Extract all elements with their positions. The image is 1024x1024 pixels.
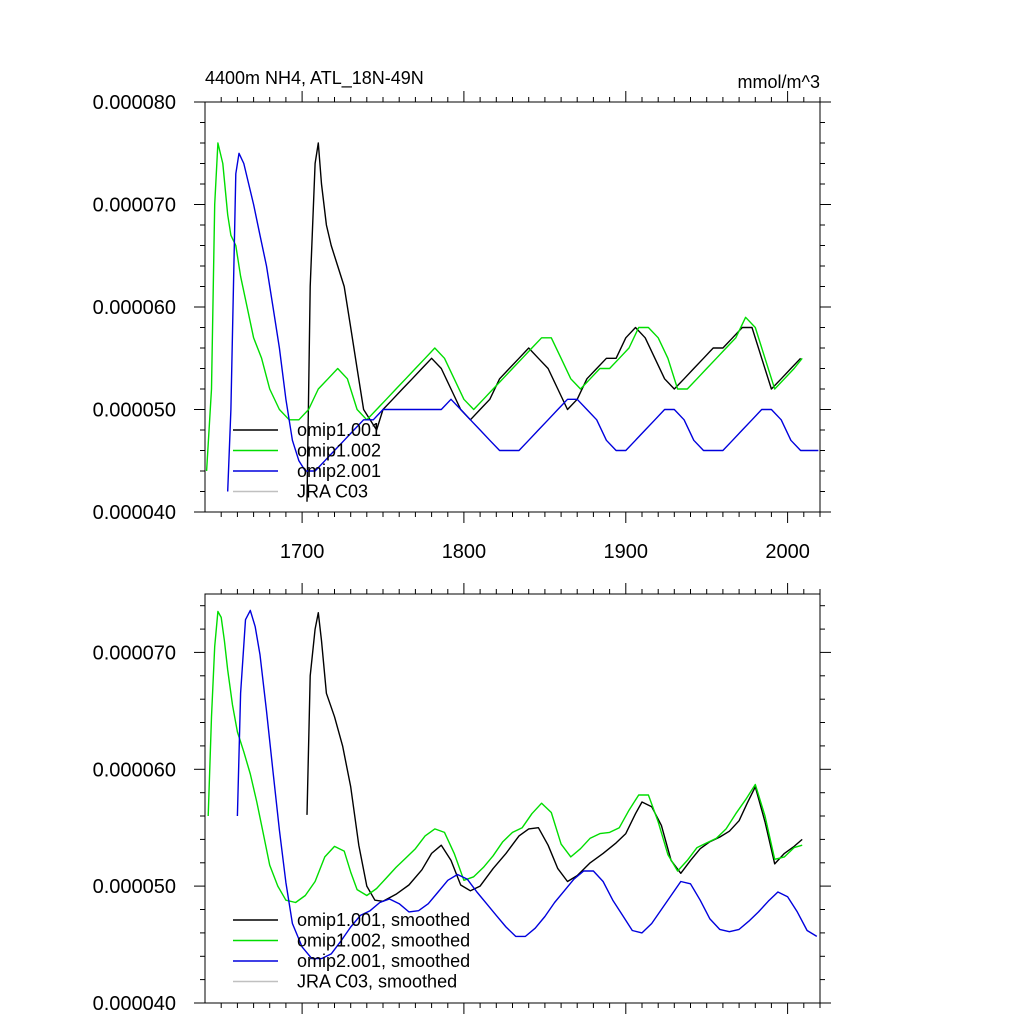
top-x-tick-label: 1900 (604, 541, 649, 563)
top-plot-frame (204, 101, 821, 513)
top-series-layer (205, 142, 819, 502)
top-legend-label-omip1-001: omip1.001 (297, 420, 381, 440)
top-chart-panel: 4400m NH4, ATL_18N-49N mmol/m^3 0.000040… (93, 68, 831, 563)
bottom-legend-label-omip2-001-smoothed: omip2.001, smoothed (297, 951, 470, 971)
bottom-series-line-omip1-001-smoothed (306, 612, 803, 902)
top-legend-label-jra-c03: JRA C03 (297, 482, 368, 502)
top-y-tick-label: 0.000050 (93, 400, 176, 422)
bottom-x-axis (220, 583, 821, 1014)
bottom-y-tick-label: 0.000060 (93, 759, 176, 781)
bottom-series-line-omip2-001-smoothed (236, 609, 818, 960)
bottom-series-layer (207, 609, 818, 960)
top-legend-label-omip1-002: omip1.002 (297, 441, 381, 461)
top-chart-units: mmol/m^3 (738, 72, 820, 92)
top-y-tick-label: 0.000080 (93, 92, 176, 114)
bottom-y-axis: 0.000040 0.000050 0.000060 0.000070 (93, 605, 831, 1015)
bottom-legend-label-omip1-001-smoothed: omip1.001, smoothed (297, 910, 470, 930)
bottom-legend-label-omip1-002-smoothed: omip1.002, smoothed (297, 931, 470, 951)
top-series-line-omip1-002 (205, 142, 803, 472)
top-chart-title: 4400m NH4, ATL_18N-49N (205, 68, 424, 89)
top-legend-label-omip2-001: omip2.001 (297, 461, 381, 481)
top-x-tick-label: 1800 (442, 541, 487, 563)
top-y-tick-label: 0.000040 (93, 502, 176, 524)
top-y-tick-label: 0.000060 (93, 297, 176, 319)
bottom-y-tick-label: 0.000070 (93, 642, 176, 664)
bottom-y-tick-label: 0.000050 (93, 876, 176, 898)
top-y-tick-label: 0.000070 (93, 195, 176, 217)
top-y-axis: 0.000040 0.000050 0.000060 0.000070 0.000080 (93, 92, 831, 524)
bottom-chart-panel: 0.000040 0.000050 0.000060 0.000070 omip1.0… (93, 583, 831, 1015)
top-x-tick-label: 1700 (280, 541, 325, 563)
top-x-tick-label: 2000 (765, 541, 810, 563)
top-series-line-omip1-001 (306, 142, 802, 502)
top-x-axis: 1700 1800 1900 2000 (220, 91, 821, 563)
bottom-y-tick-label: 0.000040 (93, 993, 176, 1015)
bottom-plot-frame (204, 593, 821, 1004)
bottom-series-line-omip1-002-smoothed (207, 610, 803, 904)
bottom-legend-label-jra-c03-smoothed: JRA C03, smoothed (297, 972, 457, 992)
top-series-line-omip2-001 (227, 152, 819, 492)
